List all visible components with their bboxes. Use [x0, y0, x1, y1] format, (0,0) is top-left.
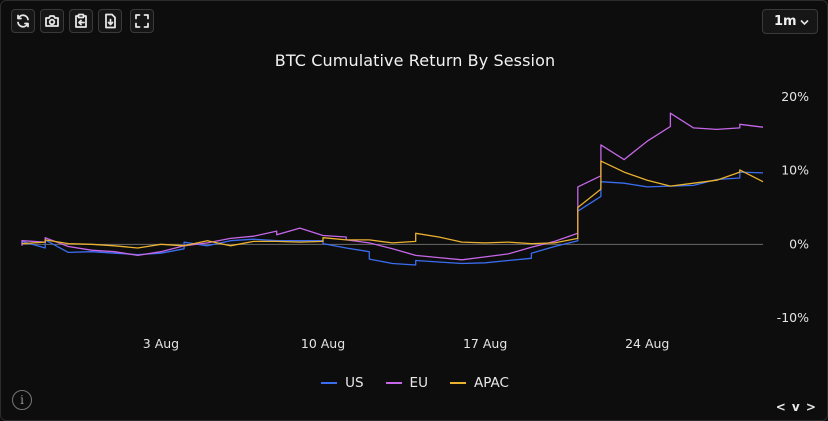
- screenshot-button[interactable]: [40, 9, 64, 33]
- legend-item-us[interactable]: US: [321, 375, 364, 391]
- fullscreen-button[interactable]: [130, 9, 154, 33]
- legend-label: APAC: [473, 375, 509, 391]
- nav-arrows[interactable]: < v >: [775, 400, 817, 414]
- download-icon: [105, 13, 116, 29]
- info-icon[interactable]: i: [12, 390, 32, 410]
- refresh-button[interactable]: [11, 9, 35, 33]
- legend-item-apac[interactable]: APAC: [449, 375, 509, 391]
- camera-icon: [45, 15, 59, 27]
- x-tick-label: 24 Aug: [625, 336, 669, 351]
- fullscreen-icon: [135, 14, 149, 28]
- refresh-icon: [17, 14, 29, 28]
- y-tick-label: 0%: [789, 236, 809, 251]
- x-tick-label: 10 Aug: [301, 336, 345, 351]
- legend-item-eu[interactable]: EU: [385, 375, 428, 391]
- copy-button[interactable]: [69, 9, 93, 33]
- legend-swatch: [449, 382, 466, 384]
- series-line-apac: [21, 160, 764, 249]
- chart-title: BTC Cumulative Return By Session: [274, 51, 556, 70]
- range-select[interactable]: 1m: [762, 9, 818, 34]
- y-tick-label: 10%: [781, 163, 809, 178]
- plot-area: -10% 0% 10% 20% 3 Aug 10 Aug 17 Aug 24 Aug: [21, 89, 809, 351]
- range-value: 1m: [774, 14, 797, 29]
- x-tick-label: 17 Aug: [463, 336, 507, 351]
- series-line-eu: [21, 112, 764, 261]
- legend-label: US: [345, 375, 364, 391]
- download-button[interactable]: [98, 9, 122, 33]
- y-tick-label: 20%: [781, 89, 809, 104]
- x-tick-label: 3 Aug: [143, 336, 179, 351]
- y-tick-label: -10%: [777, 310, 809, 325]
- legend-swatch: [321, 382, 338, 384]
- chevron-down-icon: [800, 19, 809, 26]
- legend: US EU APAC: [1, 375, 827, 391]
- legend-label: EU: [409, 375, 428, 391]
- series-line-us: [21, 171, 764, 266]
- legend-swatch: [385, 382, 402, 384]
- clipboard-icon: [75, 13, 87, 28]
